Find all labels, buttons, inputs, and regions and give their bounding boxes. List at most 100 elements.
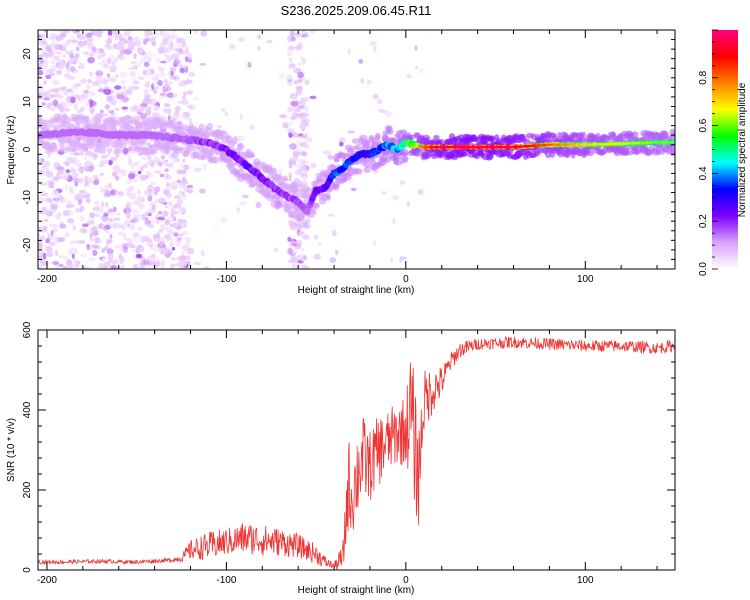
spectrogram-noise-dot	[112, 164, 120, 172]
spectrogram-noise-dot	[373, 239, 376, 247]
spectrogram-noise-dot	[90, 30, 98, 36]
spectrogram-noise-dot	[69, 264, 74, 269]
spectrogram-noise-dot	[87, 56, 95, 64]
spectrogram-noise-dot	[55, 249, 59, 257]
spectrogram-noise-dot	[147, 57, 152, 62]
spectrogram-noise-dot	[50, 230, 54, 236]
spectrogram-noise-dot	[392, 195, 399, 201]
spectrogram-noise-dot	[181, 244, 189, 251]
spectrogram-noise-dot	[147, 241, 153, 246]
spectrogram-noise-dot	[80, 229, 88, 234]
spectrogram-noise-dot	[102, 51, 106, 57]
spectrogram-noise-dot	[286, 45, 294, 52]
y-tick-label: 200	[22, 481, 33, 498]
spectrogram-halo-dot	[277, 173, 283, 180]
spectrogram-halo-dot	[459, 151, 469, 157]
spectrogram-noise-dot	[52, 189, 59, 194]
spectrogram-noise-dot	[292, 112, 296, 117]
spectrogram-noise-dot	[160, 224, 166, 229]
spectrogram-noise-dot	[103, 262, 108, 268]
spectrogram-noise-dot	[74, 261, 79, 269]
spectrogram-noise-dot	[169, 66, 177, 73]
spectrogram-noise-dot	[100, 154, 108, 159]
spectrogram-noise-dot	[62, 209, 71, 217]
spectrogram-halo-dot	[211, 156, 220, 164]
spectrogram-noise-dot	[297, 71, 304, 79]
spectrogram-noise-dot	[146, 260, 153, 267]
spectrogram-noise-dot	[182, 99, 189, 106]
spectrogram-noise-dot	[47, 234, 53, 239]
spectrogram-noise-dot	[174, 106, 181, 112]
spectrogram-noise-dot	[143, 61, 150, 67]
spectrogram-noise-dot	[366, 80, 372, 85]
spectrogram-halo-dot	[96, 119, 102, 126]
spectrogram-noise-dot	[180, 255, 187, 261]
spectrogram-noise-dot	[129, 71, 136, 78]
spectrogram-halo-dot	[107, 147, 113, 153]
spectrogram-noise-dot	[79, 228, 84, 233]
spectrogram-noise-dot	[146, 161, 153, 166]
spectrogram-noise-dot	[82, 223, 89, 227]
spectrogram-noise-dot	[186, 184, 194, 189]
spectrogram-noise-dot	[68, 209, 74, 216]
spectrogram-noise-dot	[129, 219, 136, 224]
spectrogram-noise-dot	[93, 51, 102, 55]
spectrogram-noise-dot	[255, 201, 262, 209]
spectrogram-noise-dot	[81, 206, 85, 211]
spectrogram-noise-dot	[72, 226, 76, 231]
spectrogram-noise-dot	[77, 41, 84, 45]
spectrogram-noise-dot	[180, 163, 184, 169]
spectrogram-noise-dot	[91, 244, 99, 249]
spectrogram-noise-dot	[158, 197, 166, 204]
spectrogram-noise-dot	[41, 49, 49, 53]
spectrogram-noise-dot	[203, 265, 210, 269]
spectrogram-halo-dot	[237, 143, 245, 151]
spectrogram-noise-dot	[220, 216, 227, 223]
spectrogram-noise-dot	[114, 34, 119, 41]
snr-x-ticks: -200 -100 0 100	[37, 330, 658, 586]
spectrogram-noise-dot	[174, 203, 181, 209]
spectrogram-noise-dot	[44, 161, 51, 169]
spectrogram-noise-dot	[157, 80, 164, 87]
spectrogram-noise-dot	[287, 106, 292, 113]
spectrogram-noise-dot	[49, 42, 56, 47]
spectrogram-noise-dot	[119, 45, 126, 52]
spectrogram-noise-dot	[360, 78, 364, 84]
spectrogram-halo-dot	[44, 123, 53, 129]
spectrogram-halo-dot	[138, 139, 147, 147]
spectrogram-noise-dot	[182, 111, 191, 119]
spectrogram-noise-dot	[45, 210, 52, 214]
spectrogram-noise-dot	[91, 46, 97, 53]
spectrogram-noise-dot	[414, 45, 418, 51]
spectrogram-noise-dot	[104, 104, 111, 110]
spectrogram-noise-dot	[60, 86, 68, 90]
spectrogram-noise-dot	[147, 255, 152, 260]
spectrogram-noise-dot	[180, 260, 188, 267]
spectrogram-noise-dot	[125, 210, 130, 216]
spectrogram-noise-dot	[154, 188, 158, 196]
spectrogram-noise-dot	[237, 135, 245, 142]
spectrogram-noise-dot	[95, 236, 100, 244]
spectrogram-noise-dot	[301, 180, 308, 186]
spectrogram-noise-dot	[103, 113, 108, 117]
spectrogram-noise-dot	[62, 265, 70, 269]
spectrogram-noise-dot	[135, 253, 143, 259]
spectrogram-noise-dot	[181, 114, 189, 120]
spectrogram-noise-dot	[181, 251, 185, 257]
spectrogram-noise-dot	[43, 218, 49, 222]
spectrogram-noise-dot	[47, 153, 52, 158]
spectrogram-noise-dot	[75, 194, 81, 198]
spectrogram-noise-dot	[184, 66, 189, 73]
spectrogram-halo-dot	[585, 149, 595, 157]
spectrogram-halo-dot	[98, 146, 107, 154]
spectrogram-noise-dot	[95, 70, 104, 77]
spectrogram-noise-dot	[305, 137, 313, 143]
spectrogram-noise-dot	[125, 187, 132, 194]
spectrogram-noise-dot	[123, 233, 127, 241]
spectrogram-noise-dot	[176, 237, 182, 242]
spectrogram-noise-dot	[58, 237, 65, 243]
spectrogram-noise-dot	[144, 99, 153, 104]
spectrogram-noise-dot	[84, 265, 92, 269]
spectrogram-halo-dot	[233, 136, 238, 145]
spectrogram-noise-dot	[65, 204, 72, 209]
